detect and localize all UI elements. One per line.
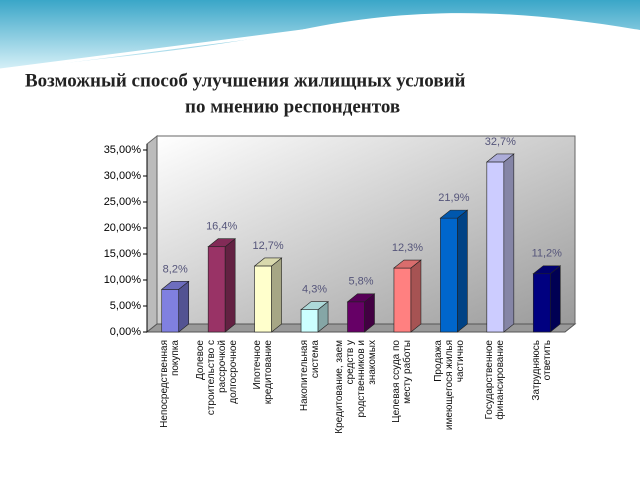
y-tick-label: 0,00% — [110, 326, 141, 338]
bar-side — [224, 238, 236, 333]
header-wave-line — [0, 17, 640, 72]
value-label: 4,3% — [302, 284, 327, 296]
x-tick-label: Кредитование, заем средств у родственник… — [334, 340, 378, 434]
title-line: Возможный способ улучшения жилищных усло… — [25, 70, 466, 91]
value-label: 16,4% — [206, 221, 237, 233]
bar-top — [207, 238, 237, 248]
bar-side — [503, 153, 515, 333]
bar-top — [532, 265, 562, 275]
x-tick-label: Непосредственная покупка — [159, 340, 182, 428]
title-line: по мнению респондентов — [185, 96, 400, 117]
bar-top — [300, 301, 329, 310]
y-tick-label: 5,00% — [110, 300, 141, 312]
bar-front — [440, 217, 458, 333]
bar-top — [439, 209, 469, 219]
y-tick-label: 25,00% — [104, 196, 142, 208]
x-tick-label: Целевая ссуда по месту работы — [391, 340, 414, 423]
value-label: 8,2% — [163, 263, 188, 275]
header-wave — [0, 0, 640, 70]
value-label: 21,9% — [438, 192, 469, 204]
y-tick-label: 10,00% — [104, 274, 142, 286]
side-wall — [146, 134, 158, 334]
value-label: 32,7% — [485, 136, 516, 148]
value-label: 11,2% — [532, 248, 563, 260]
x-tick-label: Продажа имеющегося жилья частично — [432, 340, 466, 431]
x-tick-label: Ипотечное кредитование — [252, 340, 275, 405]
y-tick-label: 15,00% — [104, 248, 142, 260]
bar-front — [300, 309, 319, 333]
y-tick-label: 30,00% — [104, 170, 142, 182]
bar-side — [271, 257, 282, 333]
value-label: 12,3% — [392, 242, 423, 254]
bar-top — [160, 281, 190, 290]
x-tick-label: Долевое строительство с рассрочкой долго… — [194, 340, 239, 416]
x-tick-label: Затрудняюсь ответить — [530, 340, 553, 401]
bar-front — [532, 273, 551, 333]
bar-front — [393, 267, 412, 333]
bar-front — [347, 301, 365, 333]
bar-front — [486, 161, 505, 333]
bar-top — [253, 257, 283, 267]
x-tick-label: Накопительная система — [298, 340, 321, 412]
value-label: 12,7% — [253, 240, 284, 252]
y-tick-label: 20,00% — [104, 222, 142, 234]
bar-front — [161, 289, 180, 333]
bar-side — [549, 265, 561, 333]
bar-top — [393, 259, 422, 269]
bar-front — [207, 246, 226, 333]
y-tick-label: 35,00% — [104, 144, 142, 156]
bar-front — [254, 265, 272, 333]
bar-top — [485, 153, 515, 163]
bar-side — [457, 209, 468, 333]
bar-top — [346, 293, 376, 303]
bar-side — [410, 259, 422, 333]
bar-side — [178, 280, 190, 333]
x-tick-label: Государственное финансирование — [484, 340, 507, 420]
value-label: 5,8% — [348, 276, 373, 288]
